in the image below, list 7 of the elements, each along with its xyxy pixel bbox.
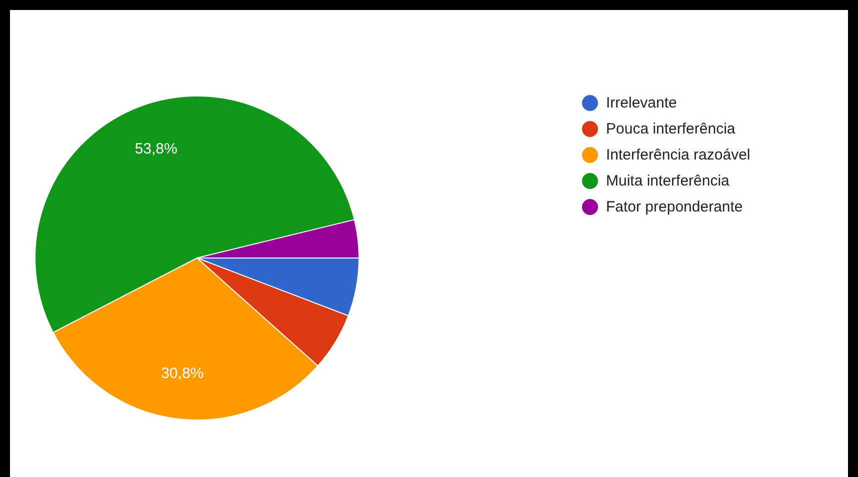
legend-label: Interferência razoável — [606, 146, 750, 164]
data-label: 53,8% — [134, 140, 178, 158]
legend-label: Muita interferência — [606, 172, 730, 190]
legend-label: Irrelevante — [606, 94, 677, 112]
legend-label: Pouca interferência — [606, 120, 736, 138]
legend-label: Fator preponderante — [606, 198, 743, 216]
data-label: 30,8% — [161, 365, 204, 382]
